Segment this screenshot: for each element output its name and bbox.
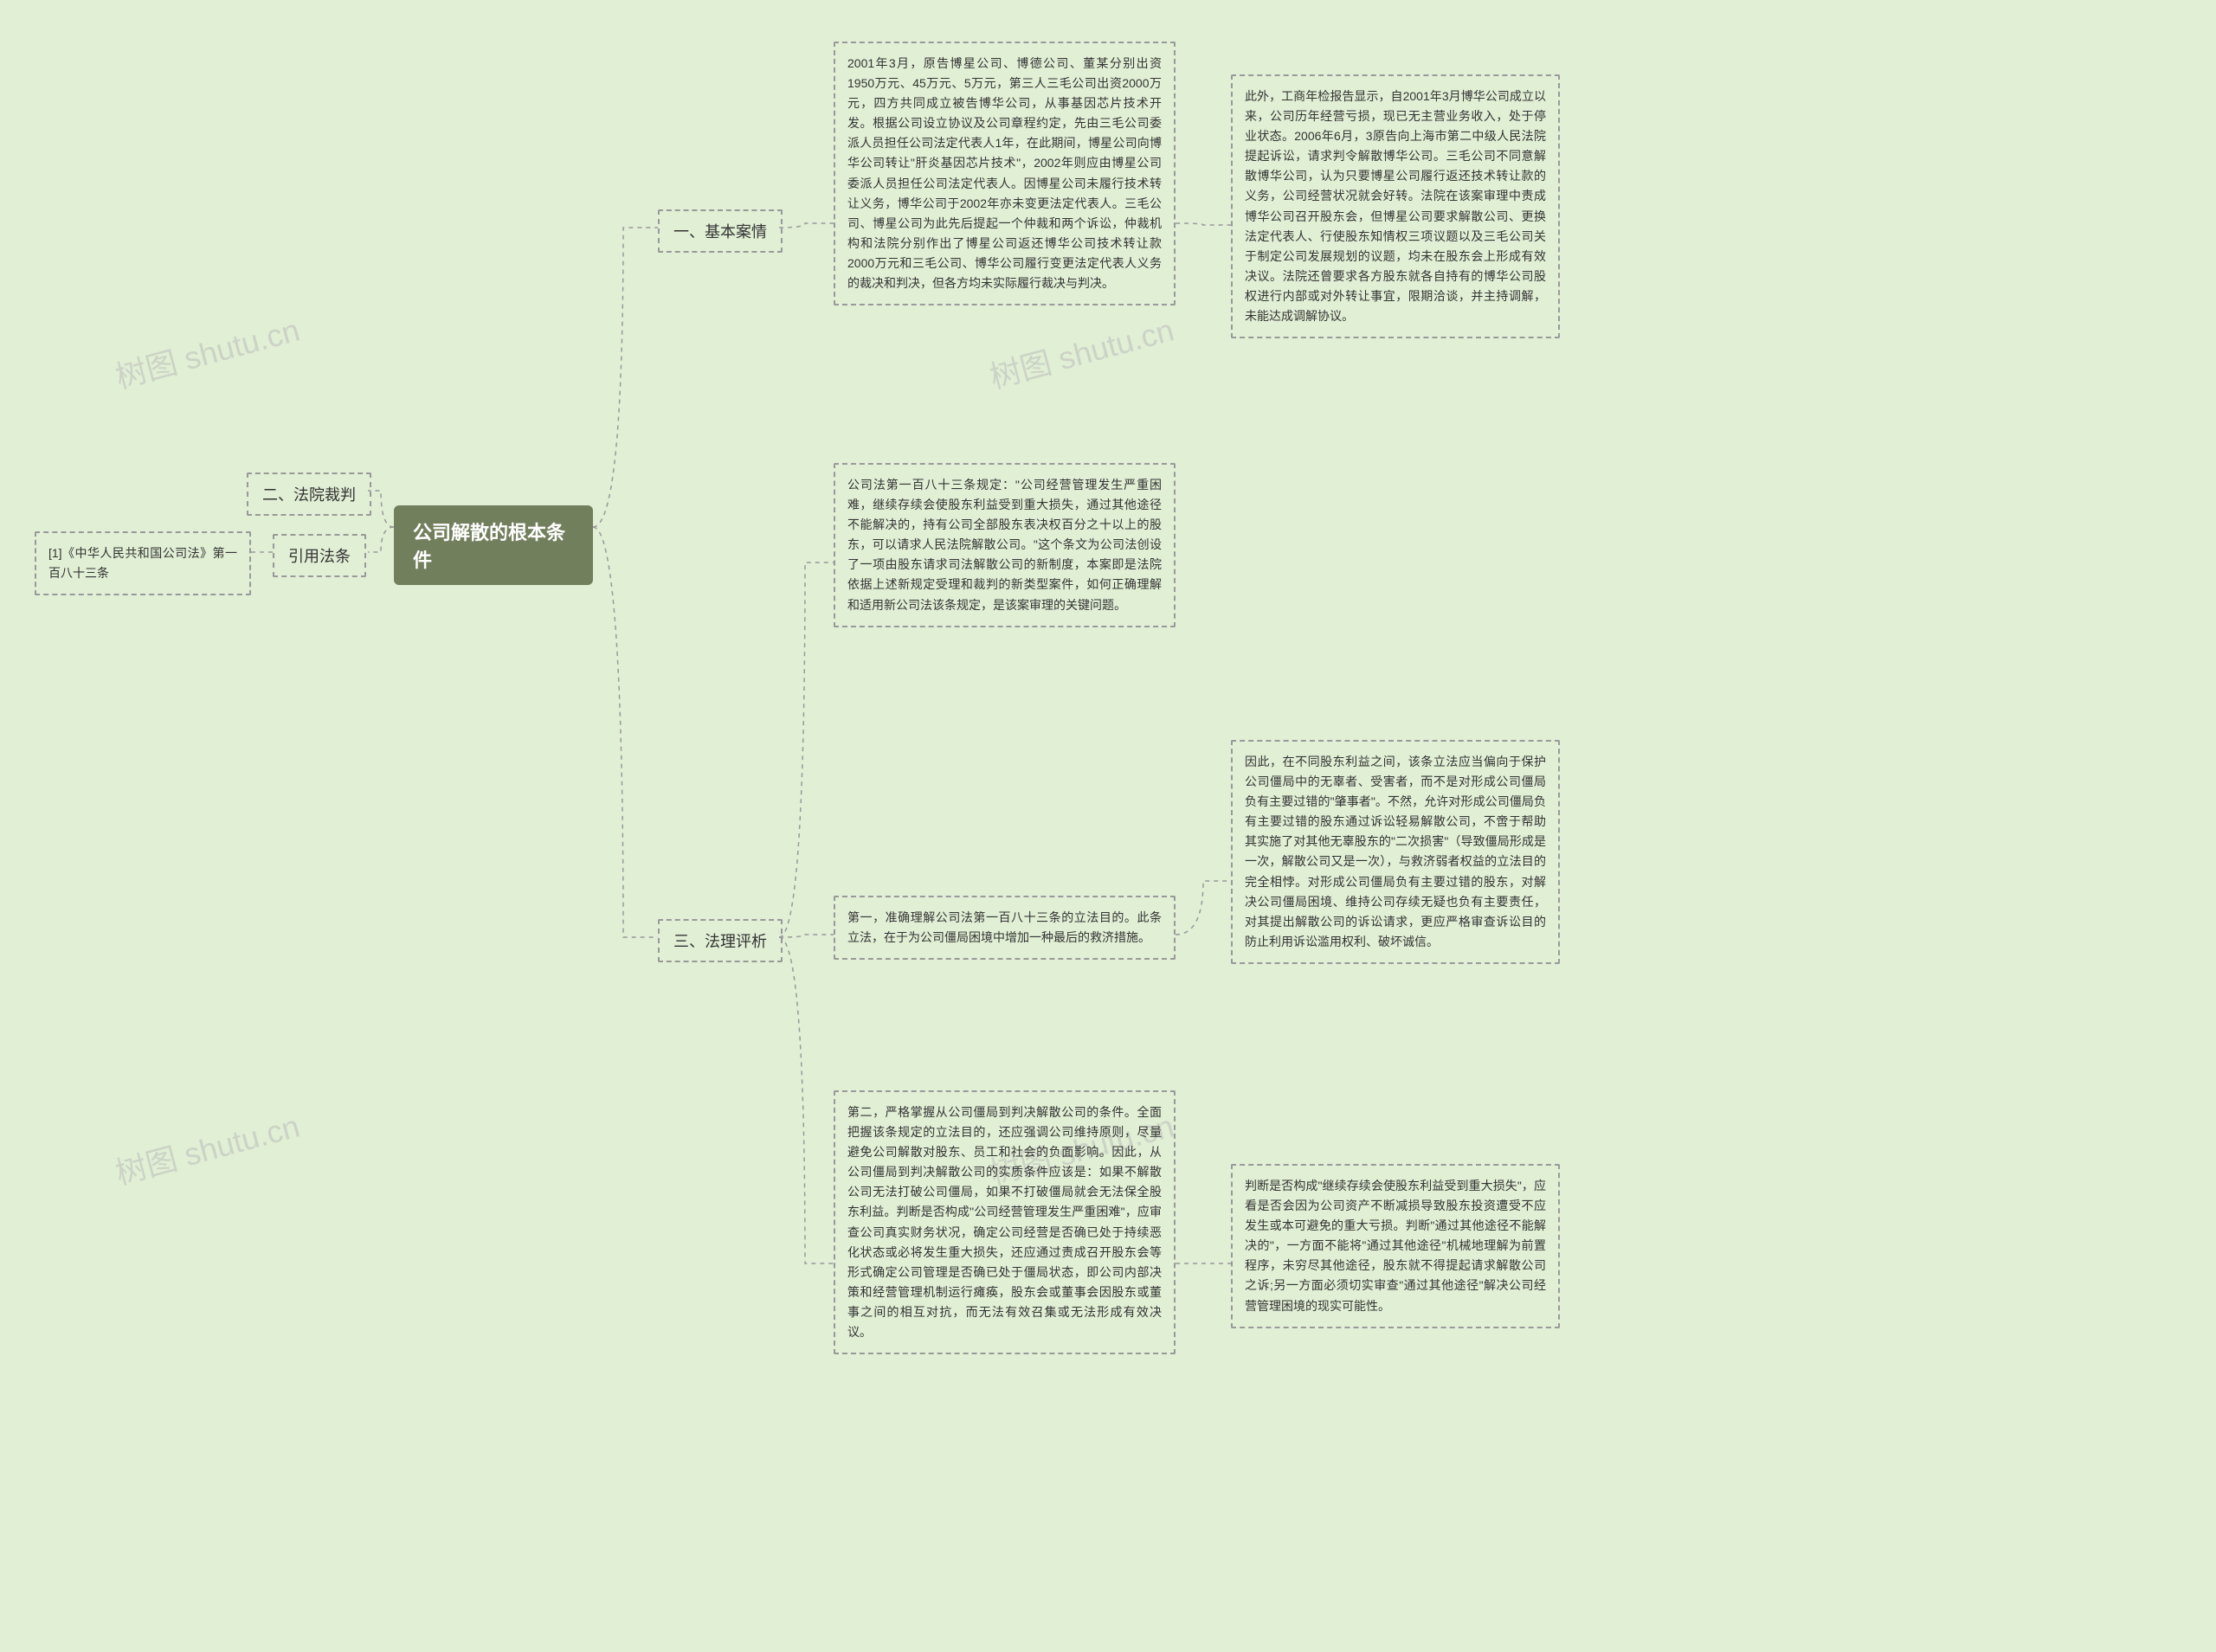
leaf-citation[interactable]: [1]《中华人民共和国公司法》第一百八十三条	[35, 531, 251, 595]
leaf-analysis-point1-detail[interactable]: 因此，在不同股东利益之间，该条立法应当偏向于保护公司僵局中的无辜者、受害者，而不…	[1231, 740, 1560, 964]
leaf-text: 第一，准确理解公司法第一百八十三条的立法目的。此条立法，在于为公司僵局困境中增加…	[847, 910, 1162, 944]
leaf-analysis-point2-detail[interactable]: 判断是否构成"继续存续会使股东利益受到重大损失"，应看是否会因为公司资产不断减损…	[1231, 1164, 1560, 1328]
branch-cited-law[interactable]: 引用法条	[273, 534, 366, 577]
branch-label: 引用法条	[288, 548, 351, 565]
branch-legal-analysis[interactable]: 三、法理评析	[658, 919, 783, 962]
branch-label: 一、基本案情	[673, 223, 767, 241]
leaf-text: [1]《中华人民共和国公司法》第一百八十三条	[48, 546, 237, 580]
branch-label: 三、法理评析	[673, 933, 767, 950]
leaf-analysis-point2[interactable]: 第二，严格掌握从公司僵局到判决解散公司的条件。全面把握该条规定的立法目的，还应强…	[834, 1090, 1176, 1354]
leaf-text: 因此，在不同股东利益之间，该条立法应当偏向于保护公司僵局中的无辜者、受害者，而不…	[1245, 755, 1546, 948]
watermark: 树图 shutu.cn	[110, 1102, 304, 1194]
branch-court-ruling[interactable]: 二、法院裁判	[247, 472, 371, 516]
root-label: 公司解散的根本条件	[413, 522, 565, 571]
mindmap-root[interactable]: 公司解散的根本条件	[394, 505, 593, 585]
leaf-text: 此外，工商年检报告显示，自2001年3月博华公司成立以来，公司历年经营亏损，现已…	[1245, 89, 1546, 323]
leaf-text: 公司法第一百八十三条规定："公司经营管理发生严重困难，继续存续会使股东利益受到重…	[847, 478, 1162, 612]
watermark: 树图 shutu.cn	[984, 305, 1178, 398]
leaf-analysis-intro[interactable]: 公司法第一百八十三条规定："公司经营管理发生严重困难，继续存续会使股东利益受到重…	[834, 463, 1176, 627]
leaf-text: 第二，严格掌握从公司僵局到判决解散公司的条件。全面把握该条规定的立法目的，还应强…	[847, 1105, 1162, 1339]
leaf-case-facts-2[interactable]: 此外，工商年检报告显示，自2001年3月博华公司成立以来，公司历年经营亏损，现已…	[1231, 74, 1560, 338]
watermark: 树图 shutu.cn	[110, 305, 304, 398]
branch-label: 二、法院裁判	[262, 486, 356, 504]
branch-basic-case[interactable]: 一、基本案情	[658, 209, 783, 253]
leaf-analysis-point1[interactable]: 第一，准确理解公司法第一百八十三条的立法目的。此条立法，在于为公司僵局困境中增加…	[834, 896, 1176, 960]
leaf-text: 2001年3月，原告博星公司、博德公司、董某分别出资1950万元、45万元、5万…	[847, 56, 1162, 290]
leaf-text: 判断是否构成"继续存续会使股东利益受到重大损失"，应看是否会因为公司资产不断减损…	[1245, 1179, 1546, 1313]
leaf-case-facts-1[interactable]: 2001年3月，原告博星公司、博德公司、董某分别出资1950万元、45万元、5万…	[834, 42, 1176, 305]
